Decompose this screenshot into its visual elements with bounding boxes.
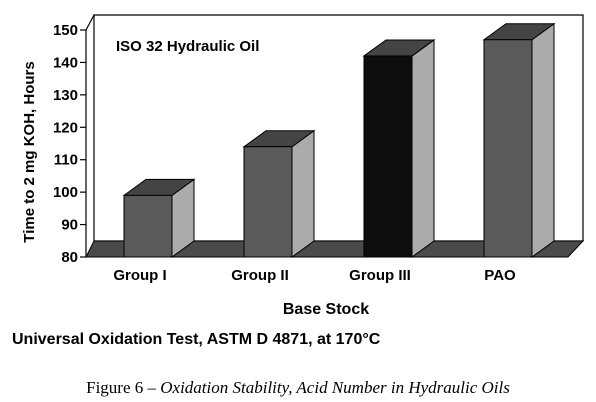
bar — [482, 22, 556, 258]
bar-chart: 80 90 100 110 120 130 140 150 Group I Group II Gr… — [21, 14, 585, 318]
figure-caption-prefix: Figure 6 – — [86, 378, 161, 397]
x-axis-label: Base Stock — [283, 301, 369, 318]
bar-front — [123, 194, 173, 258]
bar — [362, 38, 436, 258]
side-wall-top — [85, 14, 95, 31]
y-tick-label: 140 — [53, 54, 78, 71]
figure-caption-title: Oxidation Stability, Acid Number in Hydr… — [160, 378, 510, 397]
y-tick-label: 150 — [53, 22, 78, 39]
bar — [242, 129, 316, 258]
y-tick-label: 90 — [61, 217, 78, 234]
x-tick-label: Group III — [349, 267, 411, 284]
y-tick-label: 80 — [61, 249, 78, 266]
y-axis-label: Time to 2 mg KOH, Hours — [21, 61, 38, 242]
bar-front — [483, 39, 533, 258]
x-tick-label: Group II — [231, 267, 289, 284]
figure-caption: Figure 6 – Oxidation Stability, Acid Num… — [0, 378, 596, 398]
x-tick-label: PAO — [484, 267, 516, 284]
y-tick-label: 110 — [54, 152, 78, 169]
y-tick-label: 100 — [53, 184, 78, 201]
bar-side — [531, 22, 555, 258]
y-tick-label: 120 — [53, 119, 78, 136]
bar — [122, 178, 196, 258]
chart-title: ISO 32 Hydraulic Oil — [116, 38, 259, 55]
y-tick-label: 130 — [53, 87, 78, 104]
test-description-note: Universal Oxidation Test, ASTM D 4871, a… — [12, 331, 381, 348]
x-tick-label: Group I — [113, 267, 166, 284]
bar-side — [291, 129, 315, 258]
bar-front — [243, 146, 293, 258]
bar-front — [363, 55, 413, 258]
bar-side — [411, 38, 435, 258]
